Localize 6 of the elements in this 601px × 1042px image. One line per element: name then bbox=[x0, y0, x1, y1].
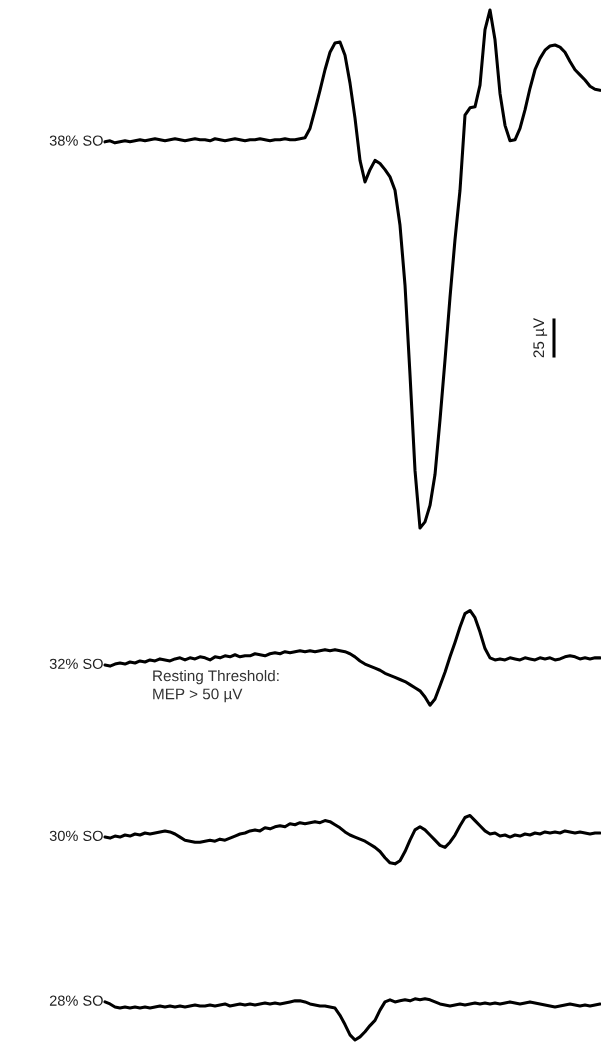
annotation: Resting Threshold: MEP > 50 µV bbox=[153, 670, 279, 703]
series-label: 30% SO bbox=[49, 830, 103, 841]
annotation: 25 µV bbox=[533, 317, 548, 358]
series-label: 38% SO bbox=[49, 135, 103, 146]
series-label: 28% SO bbox=[49, 995, 103, 1006]
series-label: 32% SO bbox=[49, 658, 103, 669]
